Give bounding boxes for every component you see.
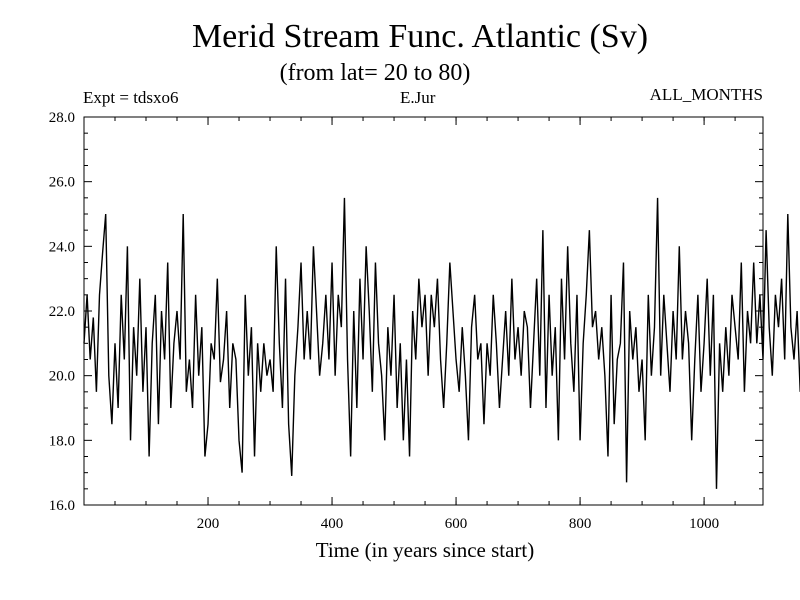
y-tick-label: 16.0 — [49, 498, 75, 514]
months-label: ALL_MONTHS — [649, 85, 763, 104]
y-tick-label: 18.0 — [49, 433, 75, 449]
y-tick-label: 24.0 — [49, 239, 75, 255]
x-tick-label: 1000 — [689, 516, 719, 532]
chart-title: Merid Stream Func. Atlantic (Sv) — [191, 18, 649, 55]
y-tick-label: 22.0 — [49, 304, 75, 320]
x-axis-label: Time (in years since start) — [315, 538, 535, 562]
author-label: E.Jur — [400, 88, 436, 107]
x-tick-label: 200 — [197, 516, 220, 532]
y-tick-label: 26.0 — [49, 175, 75, 191]
x-tick-label: 800 — [569, 516, 592, 532]
data-series-line — [83, 197, 800, 489]
x-tick-label: 600 — [445, 516, 468, 532]
experiment-label: Expt = tdsxo6 — [83, 88, 179, 107]
y-tick-label: 20.0 — [49, 369, 75, 385]
y-tick-label: 28.0 — [49, 110, 75, 126]
chart-subtitle: (from lat= 20 to 80) — [279, 60, 471, 86]
x-tick-label: 400 — [321, 516, 344, 532]
